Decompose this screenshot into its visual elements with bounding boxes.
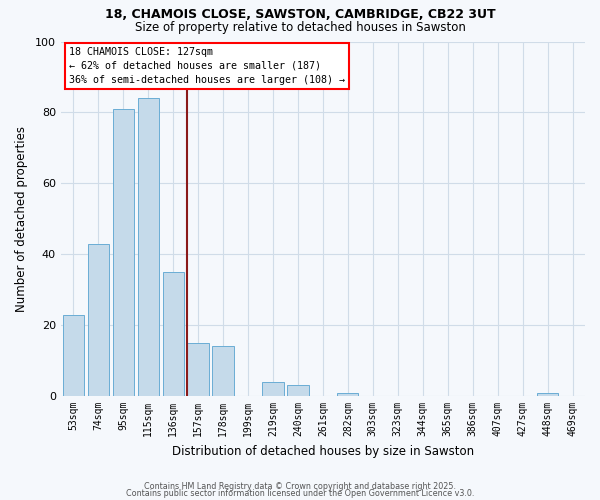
Bar (62, 314, 84, 396)
Text: Contains public sector information licensed under the Open Government Licence v3: Contains public sector information licen… (126, 490, 474, 498)
Bar (88, 244, 109, 396)
Text: Contains HM Land Registry data © Crown copyright and database right 2025.: Contains HM Land Registry data © Crown c… (144, 482, 456, 491)
Text: Size of property relative to detached houses in Sawston: Size of property relative to detached ho… (134, 21, 466, 34)
Y-axis label: Number of detached properties: Number of detached properties (15, 126, 28, 312)
Bar (212, 346, 233, 396)
Bar (163, 272, 184, 396)
Text: 18, CHAMOIS CLOSE, SAWSTON, CAMBRIDGE, CB22 3UT: 18, CHAMOIS CLOSE, SAWSTON, CAMBRIDGE, C… (104, 8, 496, 20)
Bar (337, 392, 358, 396)
Bar (537, 392, 558, 396)
Bar (113, 109, 134, 396)
Bar (137, 98, 159, 396)
Bar (287, 386, 308, 396)
X-axis label: Distribution of detached houses by size in Sawston: Distribution of detached houses by size … (172, 444, 474, 458)
Bar (187, 343, 209, 396)
Text: 18 CHAMOIS CLOSE: 127sqm
← 62% of detached houses are smaller (187)
36% of semi-: 18 CHAMOIS CLOSE: 127sqm ← 62% of detach… (68, 47, 344, 85)
Bar (262, 382, 284, 396)
